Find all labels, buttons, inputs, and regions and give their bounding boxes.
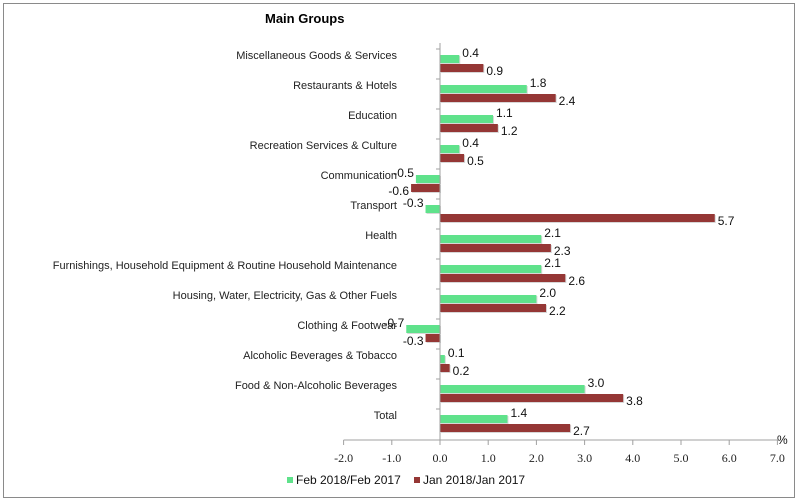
bar-jan-2018: [440, 394, 624, 402]
data-label: 0.2: [453, 364, 470, 378]
bar-jan-2018: [440, 244, 551, 252]
bar-jan-2018: [440, 94, 556, 102]
data-label: 1.1: [496, 106, 513, 120]
x-tick-label: 5.0: [674, 451, 689, 465]
category-label: Health: [365, 230, 397, 242]
bar-feb-2018: [440, 55, 460, 63]
data-label: 0.5: [467, 154, 484, 168]
data-label: -0.6: [388, 184, 409, 198]
x-tick-label: 2.0: [529, 451, 544, 465]
legend: Feb 2018/Feb 2017 Jan 2018/Jan 2017: [287, 473, 525, 487]
bar-jan-2018: [440, 154, 465, 162]
data-label: 2.6: [568, 274, 585, 288]
category-label: Alcoholic Beverages & Tobacco: [243, 350, 397, 362]
category-label: Restaurants & Hotels: [293, 80, 397, 92]
category-label: Total: [374, 410, 397, 422]
data-label: 2.0: [539, 286, 556, 300]
bar-feb-2018: [415, 175, 440, 183]
data-label: 2.2: [549, 304, 566, 318]
legend-label-feb: Feb 2018/Feb 2017: [296, 473, 401, 487]
category-label: Furnishings, Household Equipment & Routi…: [53, 260, 397, 272]
data-label: -0.3: [403, 196, 424, 210]
category-label: Communication: [321, 170, 397, 182]
data-label: 2.4: [559, 94, 576, 108]
bar-feb-2018: [440, 415, 508, 423]
data-label: 3.8: [626, 394, 643, 408]
category-label: Clothing & Footwear: [297, 320, 397, 332]
x-tick-label: 6.0: [722, 451, 737, 465]
x-tick-label: -1.0: [382, 451, 401, 465]
bar-jan-2018: [440, 424, 571, 432]
bar-feb-2018: [440, 235, 542, 243]
data-label: 1.2: [501, 124, 518, 138]
data-label: 1.4: [510, 406, 527, 420]
bar-feb-2018: [406, 325, 440, 333]
legend-swatch-feb: [287, 477, 293, 483]
legend-swatch-jan: [414, 477, 420, 483]
bar-feb-2018: [440, 145, 460, 153]
data-label: 2.3: [554, 244, 571, 258]
bar-jan-2018: [440, 64, 484, 72]
bar-feb-2018: [440, 265, 542, 273]
data-label: -0.3: [403, 334, 424, 348]
data-label: -0.7: [384, 316, 405, 330]
x-tick-label: 4.0: [625, 451, 640, 465]
category-label: Education: [348, 110, 397, 122]
bar-jan-2018: [440, 214, 715, 222]
bar-jan-2018: [440, 124, 498, 132]
bar-jan-2018: [440, 304, 547, 312]
chart-frame: [3, 3, 795, 498]
bar-feb-2018: [440, 85, 527, 93]
bar-jan-2018: [411, 184, 440, 192]
x-tick-label: 3.0: [577, 451, 592, 465]
x-tick-label: 1.0: [481, 451, 496, 465]
bar-feb-2018: [440, 385, 585, 393]
data-label: 0.4: [462, 46, 479, 60]
data-label: -0.5: [393, 166, 414, 180]
bar-jan-2018: [425, 334, 440, 342]
data-label: 0.4: [462, 136, 479, 150]
chart-title: Main Groups: [265, 11, 344, 26]
data-label: 1.8: [530, 76, 547, 90]
bar-feb-2018: [440, 295, 537, 303]
x-tick-label: 0.0: [433, 451, 448, 465]
bar-jan-2018: [440, 364, 450, 372]
data-label: 0.1: [448, 346, 465, 360]
bar-feb-2018: [425, 205, 440, 213]
x-tick-label: 7.0: [770, 451, 785, 465]
data-label: 5.7: [718, 214, 735, 228]
x-tick-label: -2.0: [334, 451, 353, 465]
bar-jan-2018: [440, 274, 566, 282]
category-label: Food & Non-Alcoholic Beverages: [235, 380, 398, 392]
category-label: Transport: [350, 200, 397, 212]
data-label: 2.7: [573, 424, 590, 438]
data-label: 3.0: [588, 376, 605, 390]
data-label: 2.1: [544, 226, 561, 240]
bar-feb-2018: [440, 115, 494, 123]
legend-label-jan: Jan 2018/Jan 2017: [423, 473, 525, 487]
bar-feb-2018: [440, 355, 445, 363]
category-label: Miscellaneous Goods & Services: [236, 50, 397, 62]
category-label: Housing, Water, Electricity, Gas & Other…: [173, 290, 398, 302]
category-label: Recreation Services & Culture: [250, 140, 397, 152]
data-label: 2.1: [544, 256, 561, 270]
data-label: 0.9: [486, 64, 503, 78]
x-axis-unit-label: %: [777, 433, 788, 447]
